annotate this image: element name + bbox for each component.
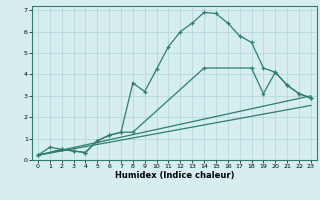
X-axis label: Humidex (Indice chaleur): Humidex (Indice chaleur) [115,171,234,180]
